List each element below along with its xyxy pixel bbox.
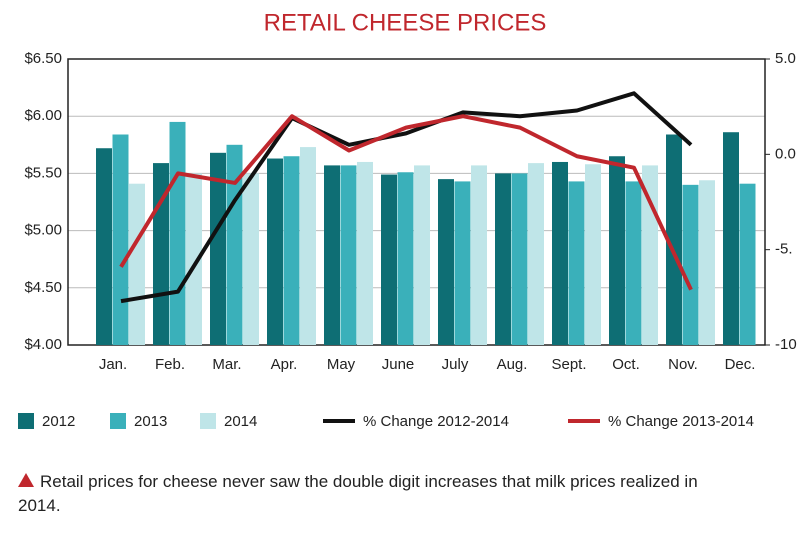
bar	[243, 173, 259, 345]
line	[119, 114, 693, 291]
chart-title: RETAIL CHEESE PRICES	[264, 9, 547, 36]
bar	[568, 181, 585, 345]
y2-tick-label: -10	[775, 336, 797, 353]
bar	[609, 156, 625, 345]
bar	[340, 165, 357, 345]
bar	[585, 164, 601, 345]
x-tick-label: Sept.	[551, 356, 586, 373]
bar	[511, 173, 528, 345]
legend-label: 2014	[224, 413, 257, 430]
bar	[210, 152, 226, 345]
bar	[682, 184, 699, 345]
bar	[528, 163, 544, 345]
x-tick-label: July	[442, 356, 469, 373]
footnote: Retail prices for cheese never saw the d…	[18, 470, 698, 518]
y2-tick-label: 0.0	[775, 145, 796, 162]
legend-label: 2013	[134, 413, 167, 430]
x-tick-label: Oct.	[612, 356, 640, 373]
y2-tick-label: 5.0	[775, 50, 796, 67]
bar	[397, 172, 414, 345]
triangle-icon	[18, 473, 34, 487]
y-tick-label: $6.50	[24, 50, 62, 67]
x-tick-label: Nov.	[668, 356, 698, 373]
bar	[267, 158, 283, 345]
bar	[625, 181, 642, 345]
legend-swatch	[110, 413, 126, 429]
footnote-text: Retail prices for cheese never saw the d…	[18, 472, 698, 515]
bar	[438, 179, 454, 345]
bar	[414, 165, 430, 345]
bar	[739, 183, 756, 345]
bar	[129, 183, 145, 345]
x-tick-label: Aug.	[497, 356, 528, 373]
chart: RETAIL CHEESE PRICES $4.00 $4.50 $5.00 $5.5…	[18, 9, 797, 430]
legend-swatch	[18, 413, 34, 429]
legend-label: % Change 2012-2014	[363, 413, 509, 430]
bar	[186, 173, 202, 345]
x-tick-label: May	[327, 356, 356, 373]
bar	[495, 173, 511, 345]
bar	[300, 147, 316, 345]
y-tick-label: $5.50	[24, 164, 62, 181]
legend-label: % Change 2013-2014	[608, 413, 754, 430]
bar	[96, 148, 112, 345]
bar	[471, 165, 487, 345]
x-tick-label: Jan.	[99, 356, 127, 373]
y-tick-label: $4.50	[24, 279, 62, 296]
x-tick-label: Dec.	[725, 356, 756, 373]
bar	[666, 134, 682, 345]
bar	[699, 180, 715, 345]
x-tick-label: June	[382, 356, 415, 373]
bar	[454, 181, 471, 345]
bar	[283, 156, 300, 345]
bar	[552, 161, 568, 345]
y-tick-label: $5.00	[24, 222, 62, 239]
x-tick-label: Mar.	[212, 356, 241, 373]
bar	[381, 174, 397, 345]
x-tick-label: Apr.	[271, 356, 298, 373]
bar	[169, 121, 186, 345]
line	[120, 91, 693, 304]
x-tick-label: Feb.	[155, 356, 185, 373]
y-tick-label: $4.00	[24, 336, 62, 353]
legend-swatch	[200, 413, 216, 429]
bar	[324, 165, 340, 345]
y-tick-label: $6.00	[24, 107, 62, 124]
y2-tick-label: -5.	[775, 241, 793, 258]
bar	[723, 132, 739, 345]
bar	[112, 134, 129, 345]
bar	[357, 161, 373, 345]
legend-label: 2012	[42, 413, 75, 430]
